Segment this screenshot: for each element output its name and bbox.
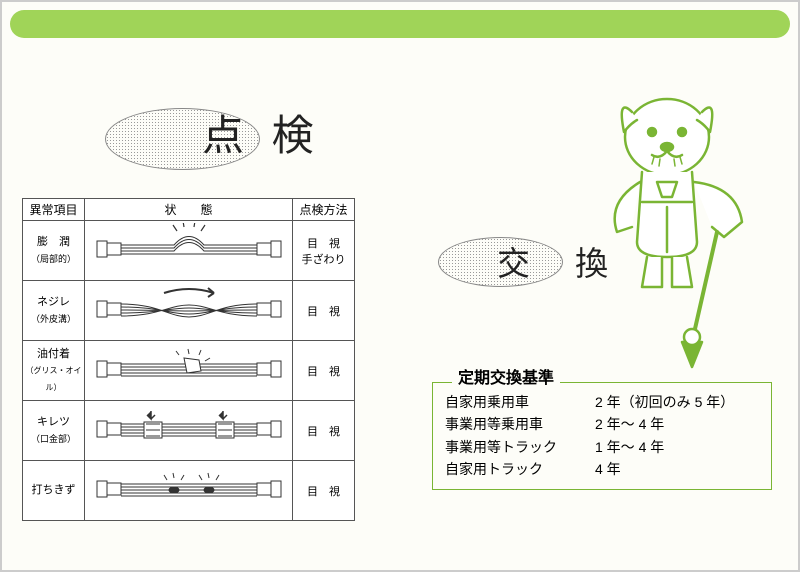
hose-diagram-crack <box>85 401 293 461</box>
hose-diagram-swelling <box>85 221 293 281</box>
th-abnormal: 異常項目 <box>23 199 85 221</box>
table-row: 事業用等トラック1 年～ 4 年 <box>445 436 759 458</box>
th-state: 状 態 <box>85 199 293 221</box>
mascot-dog-icon <box>582 82 772 382</box>
inspection-table: 異常項目 状 態 点検方法 膨 潤（局部的） 目 視 手ざわり ネジレ（外皮溝）… <box>22 198 355 521</box>
hose-diagram-oil <box>85 341 293 401</box>
hose-diagram-dent <box>85 461 293 521</box>
row-label: キレツ（口金部） <box>23 401 85 461</box>
method: 目 視 手ざわり <box>293 221 355 281</box>
method: 目 視 <box>293 401 355 461</box>
row-label: ネジレ（外皮溝） <box>23 281 85 341</box>
method: 目 視 <box>293 341 355 401</box>
replace-table-title: 定期交換基準 <box>452 364 560 388</box>
heading-inspection: 点 検 <box>202 102 322 163</box>
th-method: 点検方法 <box>293 199 355 221</box>
hose-diagram-twist <box>85 281 293 341</box>
replace-table: 自家用乗用車2 年（初回のみ 5 年） 事業用等乗用車2 年～ 4 年 事業用等… <box>432 382 772 490</box>
top-bar <box>10 10 790 38</box>
table-row: 自家用乗用車2 年（初回のみ 5 年） <box>445 391 759 413</box>
row-label: 膨 潤（局部的） <box>23 221 85 281</box>
row-label: 油付着（グリス・オイル） <box>23 341 85 401</box>
row-label: 打ちきず <box>23 461 85 521</box>
method: 目 視 <box>293 461 355 521</box>
table-row: 自家用トラック4 年 <box>445 458 759 480</box>
table-row: 事業用等乗用車2 年～ 4 年 <box>445 413 759 435</box>
method: 目 視 <box>293 281 355 341</box>
